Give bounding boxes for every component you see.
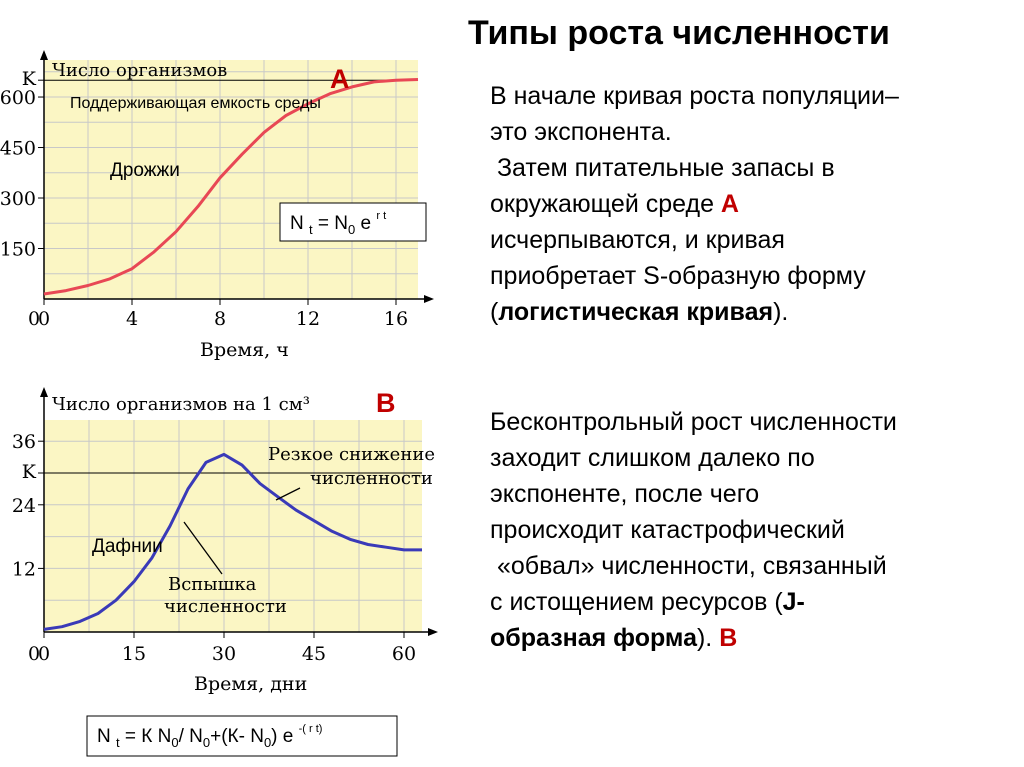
y-axis-arrow xyxy=(40,387,48,397)
text-line: (логистическая кривая). xyxy=(490,294,1010,330)
data-series-line xyxy=(43,452,422,631)
k-tick-label: K xyxy=(22,68,37,90)
label-b: В xyxy=(719,624,738,652)
text-line: В начале кривая роста популяции– xyxy=(490,82,899,110)
x-tick-label: 0 xyxy=(38,308,50,330)
x-axis-label: Время, дни xyxy=(194,673,307,695)
origin-label: 0 xyxy=(28,643,40,665)
x-tick-label: 45 xyxy=(302,643,326,665)
formula-part: ) e xyxy=(271,726,298,747)
formula-part: 0 xyxy=(203,735,210,750)
x-tick-label: 4 xyxy=(126,308,138,330)
x-tick-label: 8 xyxy=(214,308,226,330)
text-line: окружающей среде А xyxy=(490,186,1010,222)
k-line-label: Поддерживающая емкость среды xyxy=(70,95,321,112)
text-line: образная форма). В xyxy=(490,620,1010,656)
page-title: Типы роста численности xyxy=(468,14,890,52)
formula-text: N t = N0 e r t xyxy=(290,210,386,237)
y-axis-label: Число организмов xyxy=(52,60,227,81)
x-tick-label: 15 xyxy=(122,643,146,665)
text-line: с истощением ресурсов (J- xyxy=(490,584,1010,620)
text-line: Затем питательные запасы в xyxy=(490,154,835,182)
callout-peak-line1: Резкое снижение xyxy=(268,444,435,465)
y-tick-label: 600 xyxy=(0,87,36,109)
text-line: «обвал» численности, связанный xyxy=(490,552,887,580)
formula-part: r t xyxy=(376,210,386,222)
callout-rise-line1: Вспышка xyxy=(168,574,257,595)
y-axis-arrow xyxy=(40,50,48,60)
organism-label: Дафнии xyxy=(92,536,163,557)
plot-background xyxy=(44,60,418,299)
text-span: ). xyxy=(696,624,720,652)
x-axis-label: Время, ч xyxy=(200,339,289,361)
origin-label: 0 xyxy=(28,308,40,330)
panel-label: А xyxy=(330,64,350,94)
y-axis-label: Число организмов на 1 см³ xyxy=(52,394,310,415)
x-axis-arrow xyxy=(424,295,434,303)
formula-box xyxy=(86,715,398,757)
formula-part: N xyxy=(290,213,309,234)
text-line: экспоненте, после чего xyxy=(490,480,760,508)
x-tick-label: 16 xyxy=(384,308,408,330)
callout-peak-pointer xyxy=(275,487,301,501)
formula-box xyxy=(279,202,427,242)
formula-part: -( r t) xyxy=(299,723,323,735)
bold-term: образная форма xyxy=(490,624,697,652)
y-tick-label: 150 xyxy=(0,239,36,261)
paragraph-j-curve: Бесконтрольный рост численности заходит … xyxy=(490,404,1010,656)
y-tick-label: 36 xyxy=(12,431,36,453)
label-a: А xyxy=(720,190,739,218)
text-line: исчерпываются, и кривая xyxy=(490,226,785,254)
bold-term: J- xyxy=(782,588,805,616)
y-tick-label: 24 xyxy=(12,495,36,517)
formula-part: 0 xyxy=(171,735,178,750)
callout-rise-pointer xyxy=(183,521,223,575)
organism-label: Дрожжи xyxy=(110,160,180,181)
formula-part: t xyxy=(116,735,120,750)
formula-part: = К N xyxy=(120,726,172,747)
formula-part: N xyxy=(97,726,116,747)
formula-part: = N xyxy=(313,213,348,234)
paragraph-logistic: В начале кривая роста популяции– это экс… xyxy=(490,78,1010,330)
text-line: заходит слишком далеко по xyxy=(490,444,815,472)
x-tick-label: 30 xyxy=(212,643,236,665)
formula-part: +(К- N xyxy=(210,726,264,747)
y-tick-label: 12 xyxy=(12,558,36,580)
k-tick-label: K xyxy=(22,461,37,483)
text-line: это экспонента. xyxy=(490,118,672,146)
x-tick-label: 0 xyxy=(38,643,50,665)
formula-part: / N xyxy=(179,726,203,747)
formula-part: 0 xyxy=(348,222,355,237)
x-tick-label: 12 xyxy=(296,308,320,330)
text-line: приобретает S-образную форму xyxy=(490,262,866,290)
x-tick-label: 60 xyxy=(392,643,416,665)
formula-part: t xyxy=(309,222,313,237)
text-line: Бесконтрольный рост численности xyxy=(490,408,897,436)
x-axis-arrow xyxy=(428,628,438,636)
text-line: происходит катастрофический xyxy=(490,516,845,544)
text-span: окружающей среде xyxy=(490,190,721,218)
panel-label: В xyxy=(376,388,396,418)
bold-term: логистическая кривая xyxy=(498,298,774,326)
formula-part: e xyxy=(355,213,376,234)
callout-peak-line2: численности xyxy=(310,468,433,489)
y-tick-label: 300 xyxy=(0,188,36,210)
text-span: ). xyxy=(773,298,789,326)
data-series-line xyxy=(43,78,419,296)
text-span: ( xyxy=(490,298,499,326)
formula-part: 0 xyxy=(264,735,271,750)
y-tick-label: 450 xyxy=(0,138,36,160)
formula-text: N t = К N0/ N0+(К- N0) e -( r t) xyxy=(97,723,322,750)
text-span: с истощением ресурсов ( xyxy=(490,588,783,616)
callout-rise-line2: численности xyxy=(164,596,287,617)
